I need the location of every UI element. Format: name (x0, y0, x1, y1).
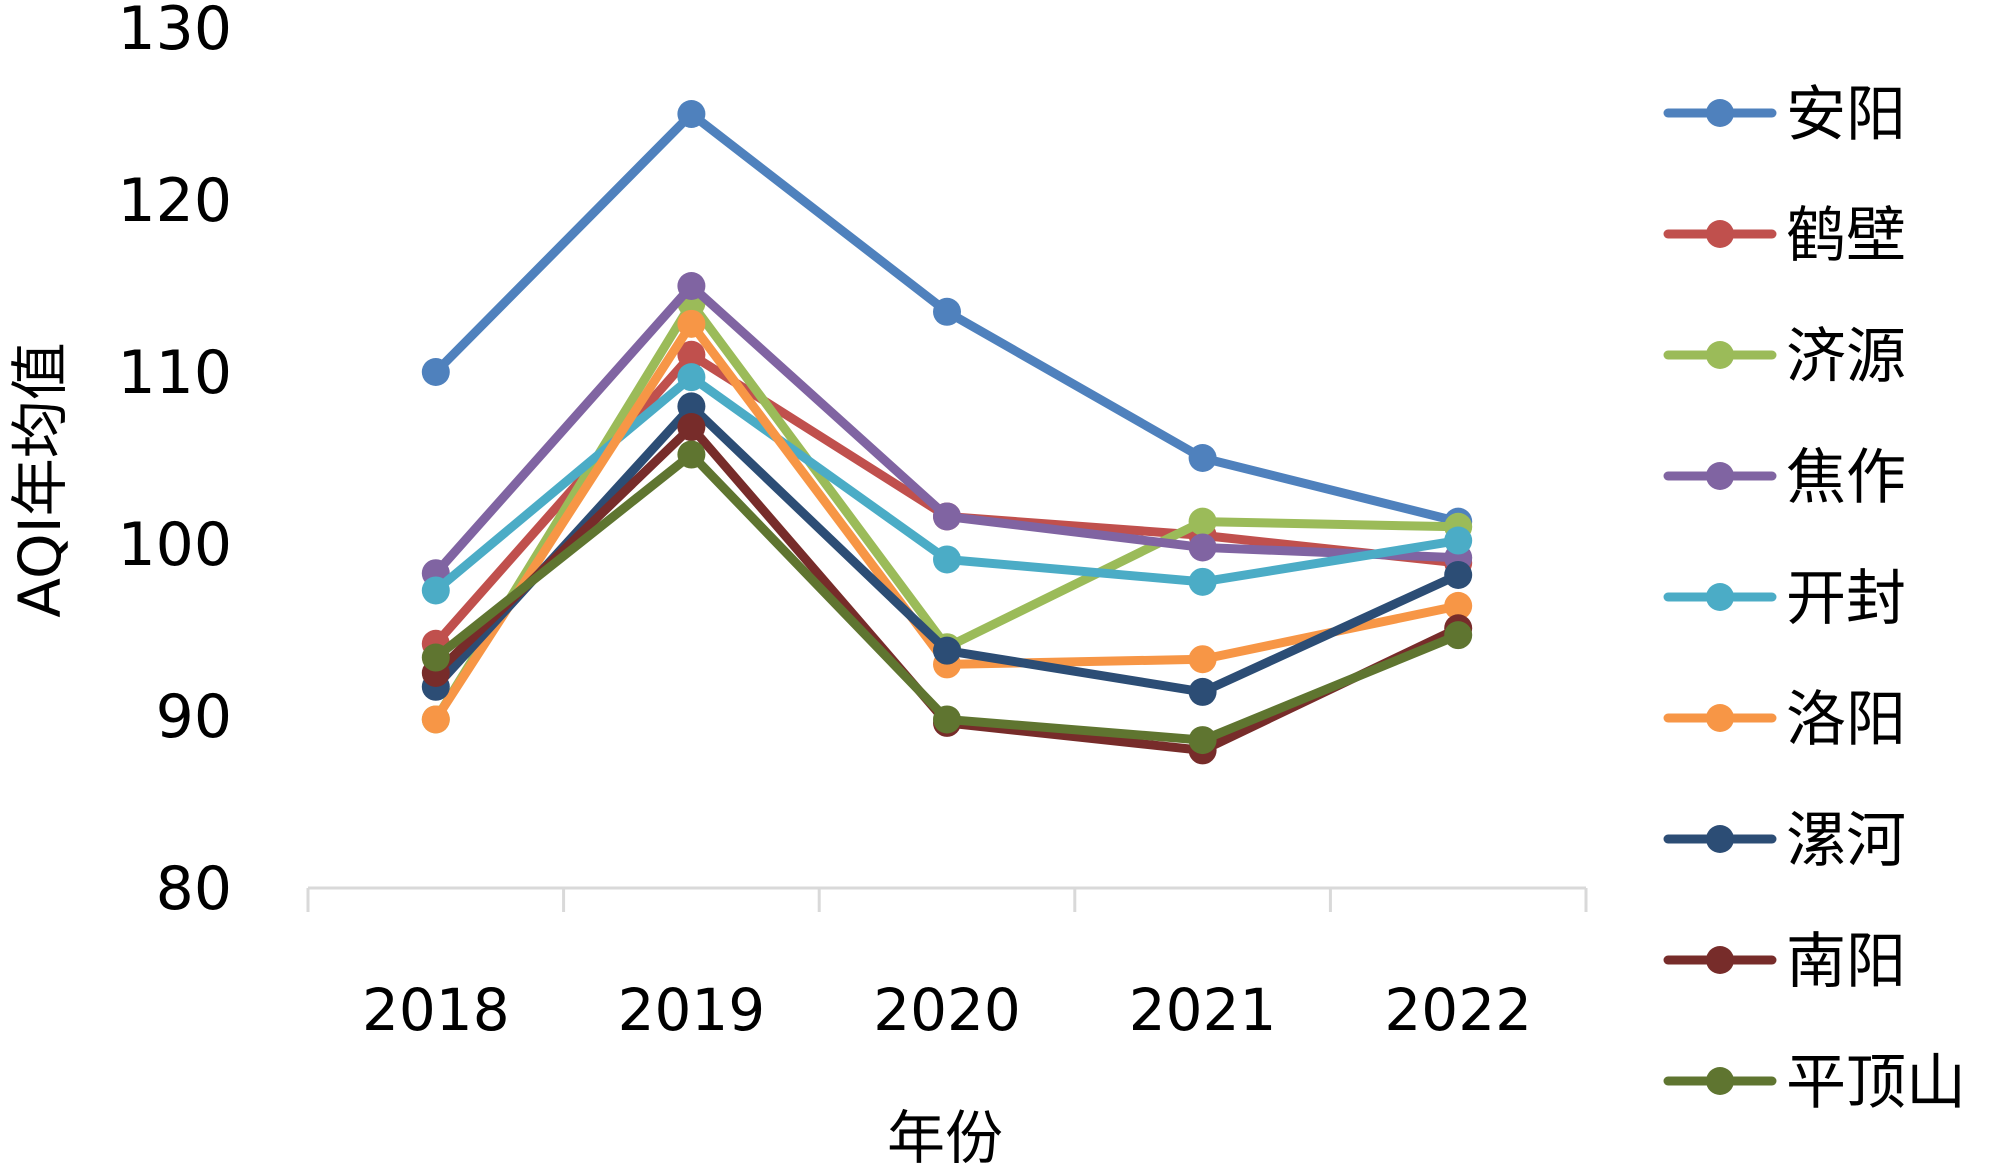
axes: 80 90 100 110 120 130 2018 2019 2020 2021 2022 (117, 0, 1588, 1044)
data-point (1444, 591, 1473, 620)
x-tick-label: 2022 (1384, 976, 1532, 1044)
data-point (677, 340, 706, 369)
x-tick-label: 2019 (618, 976, 766, 1044)
legend-label: 焦作 (1786, 443, 1906, 513)
data-point (677, 272, 706, 300)
data-point (421, 643, 450, 672)
legend-swatch-marker (1706, 220, 1734, 248)
data-point (421, 358, 450, 386)
data-point (677, 440, 706, 469)
legend-label: 开封 (1786, 564, 1906, 634)
data-point (1444, 560, 1473, 589)
legend-label: 漯河 (1786, 806, 1906, 876)
legend-item: 安阳 (1663, 80, 1906, 150)
y-tick-labels: 80 90 100 110 120 130 (117, 0, 232, 924)
legend-swatch-marker (1706, 341, 1734, 369)
data-point (1444, 526, 1473, 555)
data-point (677, 363, 706, 392)
legend-item: 济源 (1663, 322, 1906, 392)
data-point (933, 705, 961, 734)
data-point (421, 705, 450, 734)
y-tick-label: 90 (156, 682, 232, 752)
y-tick-label: 120 (117, 166, 232, 236)
y-tick-label: 100 (117, 510, 232, 580)
legend-item: 洛阳 (1663, 685, 1906, 755)
y-tick-label: 80 (156, 854, 232, 924)
legend-swatch-marker (1706, 583, 1734, 611)
data-point (677, 100, 706, 128)
data-point (677, 309, 706, 338)
legend-item: 焦作 (1663, 443, 1906, 513)
legend-label: 南阳 (1786, 927, 1906, 997)
data-point (1188, 567, 1217, 596)
x-tick-labels: 2018 2019 2020 2021 2022 (362, 976, 1532, 1044)
y-axis-title: AQI年均值 (6, 342, 74, 617)
legend-swatch-marker (1706, 99, 1734, 127)
data-point (933, 636, 961, 665)
legend-swatch-marker (1706, 1067, 1734, 1095)
series-layer (421, 100, 1473, 765)
legend-item: 南阳 (1663, 927, 1906, 997)
data-point (421, 576, 450, 605)
legend-item: 鹤壁 (1663, 201, 1906, 271)
data-point (1188, 677, 1217, 706)
legend-swatch-marker (1706, 825, 1734, 853)
legend-label: 鹤壁 (1786, 201, 1906, 271)
legend-item: 平顶山 (1663, 1048, 1966, 1118)
series-9 (421, 440, 1473, 755)
data-point (1188, 645, 1217, 674)
x-tick-label: 2018 (362, 976, 510, 1044)
legend-label: 济源 (1786, 322, 1906, 392)
data-point (1188, 726, 1217, 755)
legend-swatch-marker (1706, 462, 1734, 490)
x-tick-label: 2021 (1129, 976, 1277, 1044)
data-point (933, 545, 961, 574)
x-tick-label: 2020 (873, 976, 1021, 1044)
legend-label: 平顶山 (1786, 1048, 1966, 1118)
legend-item: 漯河 (1663, 806, 1906, 876)
series-line (431, 450, 1463, 745)
y-tick-label: 130 (117, 0, 232, 64)
data-point (933, 297, 961, 326)
legend-item: 开封 (1663, 564, 1906, 634)
legend-swatch-marker (1706, 946, 1734, 974)
y-tick-label: 110 (117, 338, 232, 408)
data-point (1188, 507, 1217, 536)
series-1 (421, 100, 1473, 536)
data-point (1188, 444, 1217, 472)
data-point (1188, 533, 1217, 562)
x-axis-title: 年份 (887, 1104, 1003, 1172)
legend-swatch-marker (1706, 704, 1734, 732)
x-tick-marks (306, 888, 1588, 912)
legend-label: 安阳 (1786, 80, 1906, 150)
data-point (933, 502, 961, 531)
legend-label: 洛阳 (1786, 685, 1906, 755)
data-point (677, 413, 706, 442)
data-point (677, 392, 706, 421)
data-point (1444, 621, 1473, 650)
